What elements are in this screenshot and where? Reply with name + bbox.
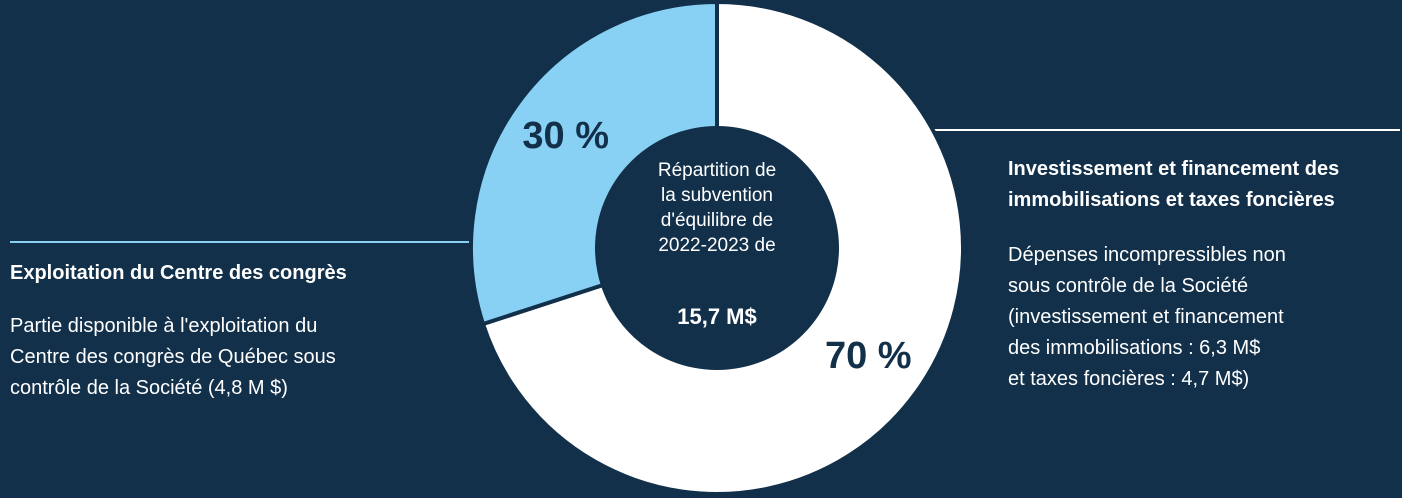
- description-line: et taxes foncières : 4,7 M$): [1008, 368, 1250, 390]
- center-text: la subvention: [661, 185, 773, 206]
- legend-description: Dépenses incompressibles non sous contrôl…: [1008, 240, 1398, 395]
- description-line: sous contrôle de la Société: [1008, 275, 1249, 297]
- description-line: (investissement et financement: [1008, 306, 1284, 328]
- legend-description: Partie disponible à l'exploitation du Cen…: [10, 311, 470, 404]
- center-text: 2022-2023 de: [658, 235, 775, 256]
- legend-block: Investissement et financement des immobi…: [1008, 154, 1398, 395]
- center-text: d'équilibre de: [661, 210, 773, 231]
- description-line: Partie disponible à l'exploitation du: [10, 315, 318, 337]
- description-line: contrôle de la Société (4,8 M $): [10, 377, 288, 399]
- legend-title: Exploitation du Centre des congrès: [10, 262, 347, 284]
- center-text: Répartition de: [658, 160, 776, 181]
- center-total: 15,7 M$: [677, 304, 757, 329]
- description-line: Dépenses incompressibles non: [1008, 244, 1286, 266]
- description-line: des immobilisations : 6,3 M$: [1008, 337, 1261, 359]
- legend-title: Investissement et financement des immobi…: [1008, 158, 1340, 211]
- donut-hole: [595, 126, 839, 370]
- description-line: Centre des congrès de Québec sous: [10, 346, 336, 368]
- value-label: 30 %: [522, 115, 609, 157]
- value-label: 70 %: [825, 335, 912, 377]
- legend-block: Exploitation du Centre des congrès Parti…: [10, 258, 470, 404]
